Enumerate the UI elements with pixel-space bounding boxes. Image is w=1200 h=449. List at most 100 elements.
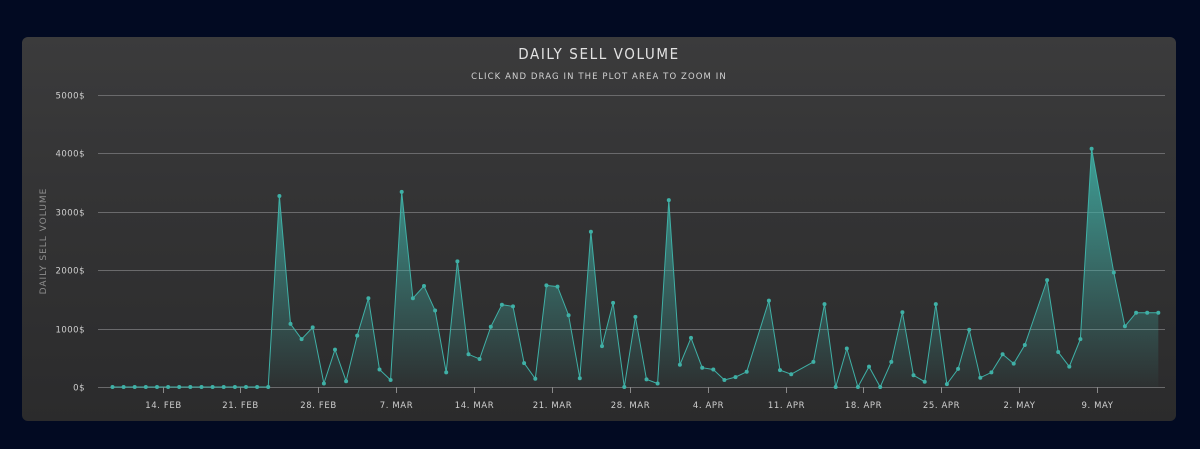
- data-point[interactable]: [611, 300, 616, 305]
- data-point[interactable]: [655, 381, 660, 386]
- data-point[interactable]: [1089, 146, 1094, 151]
- data-point[interactable]: [1056, 350, 1061, 354]
- y-axis: 0$ 1000$ 2000$ 3000$ 4000$ 5000$: [55, 92, 85, 394]
- data-point[interactable]: [967, 327, 972, 332]
- data-point[interactable]: [722, 378, 727, 382]
- data-point[interactable]: [555, 284, 560, 289]
- series-points[interactable]: [110, 146, 1161, 389]
- data-point[interactable]: [333, 347, 337, 352]
- data-point[interactable]: [644, 377, 649, 382]
- data-point[interactable]: [978, 375, 983, 380]
- data-point[interactable]: [188, 385, 193, 389]
- plot-area[interactable]: 0$ 1000$ 2000$ 3000$ 4000$ 5000$ 14. FEB 21. F…: [22, 37, 1176, 421]
- data-point[interactable]: [466, 352, 471, 357]
- data-point[interactable]: [789, 372, 794, 377]
- data-point[interactable]: [366, 296, 371, 301]
- data-point[interactable]: [177, 385, 182, 389]
- data-point[interactable]: [544, 283, 549, 288]
- data-point[interactable]: [733, 375, 738, 380]
- data-point[interactable]: [299, 337, 304, 342]
- data-point[interactable]: [633, 314, 638, 319]
- data-point[interactable]: [444, 370, 449, 375]
- data-point[interactable]: [911, 373, 916, 378]
- y-tick-label: 0$: [73, 384, 85, 394]
- data-point[interactable]: [622, 385, 627, 389]
- data-point[interactable]: [900, 310, 905, 315]
- data-point[interactable]: [221, 385, 226, 389]
- data-point[interactable]: [811, 359, 816, 364]
- data-point[interactable]: [844, 346, 849, 351]
- data-point[interactable]: [511, 304, 515, 309]
- data-point[interactable]: [989, 370, 994, 375]
- data-point[interactable]: [588, 229, 593, 234]
- x-tick-label: 25. APR: [923, 401, 960, 411]
- data-point[interactable]: [689, 335, 693, 340]
- x-tick-label: 21. FEB: [222, 401, 259, 411]
- data-point[interactable]: [566, 313, 571, 318]
- data-point[interactable]: [822, 302, 827, 307]
- data-point[interactable]: [422, 284, 426, 288]
- data-point[interactable]: [1145, 310, 1150, 315]
- data-point[interactable]: [121, 385, 126, 389]
- data-point[interactable]: [522, 361, 527, 366]
- data-point[interactable]: [166, 385, 171, 389]
- data-point[interactable]: [1156, 310, 1161, 315]
- data-point[interactable]: [388, 378, 393, 382]
- data-point[interactable]: [933, 302, 938, 307]
- data-point[interactable]: [266, 385, 271, 389]
- data-point[interactable]: [677, 362, 682, 367]
- data-point[interactable]: [199, 385, 204, 389]
- data-point[interactable]: [889, 359, 894, 364]
- data-point[interactable]: [210, 385, 215, 389]
- data-point[interactable]: [855, 385, 860, 389]
- data-point[interactable]: [232, 385, 237, 389]
- data-point[interactable]: [132, 385, 137, 389]
- data-point[interactable]: [600, 344, 604, 349]
- data-point[interactable]: [288, 321, 293, 326]
- data-point[interactable]: [533, 376, 538, 381]
- data-point[interactable]: [1000, 352, 1005, 357]
- data-point[interactable]: [355, 333, 360, 338]
- data-point[interactable]: [143, 385, 148, 389]
- y-tick-label: 2000$: [55, 267, 85, 277]
- data-point[interactable]: [867, 364, 871, 369]
- data-point[interactable]: [944, 382, 949, 387]
- data-point[interactable]: [477, 357, 482, 361]
- data-point[interactable]: [833, 385, 838, 389]
- data-point[interactable]: [666, 198, 671, 203]
- data-point[interactable]: [399, 189, 404, 194]
- data-point[interactable]: [321, 381, 326, 386]
- data-point[interactable]: [744, 369, 749, 374]
- x-tick-label: 11. APR: [768, 401, 805, 411]
- data-point[interactable]: [1022, 343, 1027, 347]
- data-point[interactable]: [1078, 337, 1083, 342]
- data-point[interactable]: [344, 379, 349, 384]
- data-point[interactable]: [455, 259, 460, 264]
- data-point[interactable]: [711, 367, 716, 372]
- data-point[interactable]: [488, 324, 493, 329]
- data-point[interactable]: [1122, 324, 1127, 329]
- data-point[interactable]: [110, 385, 115, 389]
- data-point[interactable]: [377, 367, 382, 372]
- y-axis-label: DAILY SELL VOLUME: [39, 188, 49, 295]
- data-point[interactable]: [1011, 361, 1016, 366]
- data-point[interactable]: [577, 376, 582, 381]
- data-point[interactable]: [155, 385, 159, 389]
- data-point[interactable]: [778, 368, 782, 373]
- data-point[interactable]: [499, 302, 504, 307]
- data-point[interactable]: [878, 385, 883, 389]
- data-point[interactable]: [310, 325, 315, 330]
- data-point[interactable]: [277, 194, 282, 198]
- data-point[interactable]: [956, 366, 961, 371]
- data-point[interactable]: [433, 308, 438, 313]
- data-point[interactable]: [1045, 278, 1050, 283]
- data-point[interactable]: [922, 379, 927, 384]
- data-point[interactable]: [1067, 364, 1072, 369]
- data-point[interactable]: [1111, 270, 1116, 275]
- data-point[interactable]: [766, 298, 771, 303]
- data-point[interactable]: [1134, 310, 1139, 315]
- data-point[interactable]: [255, 385, 260, 389]
- data-point[interactable]: [410, 296, 415, 301]
- data-point[interactable]: [244, 385, 248, 389]
- data-point[interactable]: [700, 365, 705, 370]
